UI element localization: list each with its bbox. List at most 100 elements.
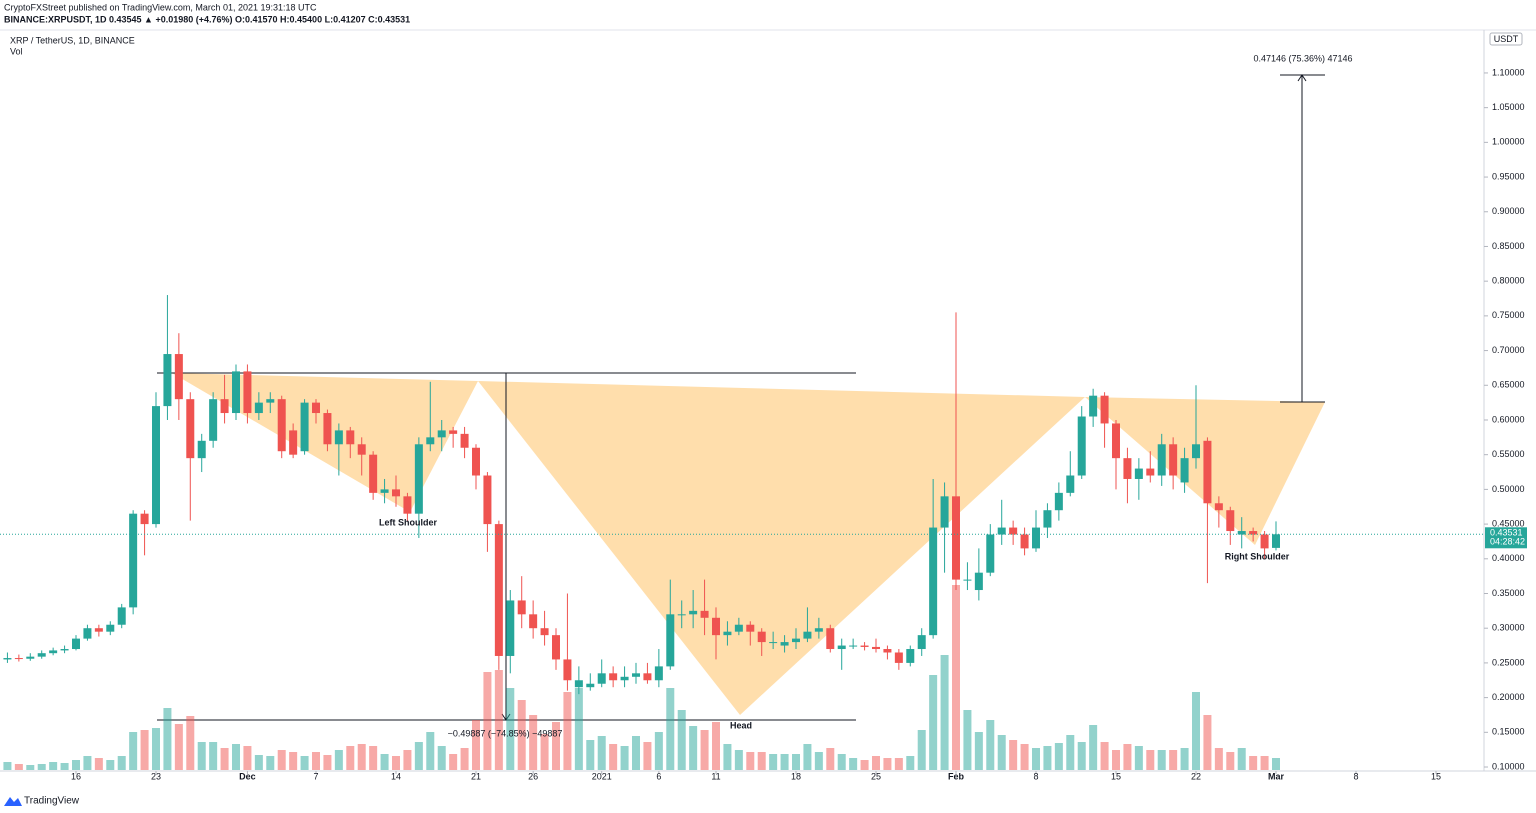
candle-body <box>232 371 240 414</box>
volume-bar <box>460 748 469 770</box>
volume-bar <box>1237 748 1246 770</box>
candle-body <box>1032 527 1040 549</box>
volume-bar <box>243 746 252 770</box>
volume-bar <box>1180 748 1189 770</box>
candle-body <box>346 430 355 445</box>
candle-body <box>449 430 458 434</box>
volume-bar <box>1157 750 1166 770</box>
y-tick-label: 0.40000 <box>1492 553 1525 563</box>
right-shoulder-label: Right Shoulder <box>1225 551 1290 561</box>
volume-bar <box>449 754 458 770</box>
volume-bar <box>129 732 138 770</box>
volume-bar <box>1066 735 1075 770</box>
y-tick-label: 0.85000 <box>1492 241 1525 251</box>
volume-bar <box>37 764 46 770</box>
candle-body <box>37 653 46 657</box>
candle-body <box>860 645 869 647</box>
y-tick-label: 0.45000 <box>1492 518 1525 528</box>
volume-bar <box>826 748 835 770</box>
candle-body <box>1054 492 1063 511</box>
candle-body <box>712 617 720 636</box>
left-shoulder-label: Left Shoulder <box>379 517 437 527</box>
x-tick-label: Mar <box>1268 771 1285 781</box>
candle-body <box>437 430 446 438</box>
volume-bar <box>620 746 629 770</box>
volume-bar <box>917 730 926 770</box>
candle-body <box>426 437 435 445</box>
candle-body <box>323 413 332 445</box>
candle-body <box>186 399 195 459</box>
volume-bar <box>506 688 515 770</box>
candle-body <box>1237 531 1246 535</box>
candle-body <box>1020 534 1029 549</box>
volume-bar <box>3 762 12 770</box>
volume-bar <box>849 758 858 770</box>
volume-bar <box>952 585 960 770</box>
volume-bar <box>1260 756 1269 770</box>
candle-body <box>1112 423 1120 459</box>
volume-bar <box>323 755 332 770</box>
volume-bar <box>163 708 172 770</box>
candle-body <box>540 628 549 636</box>
y-tick-label: 1.10000 <box>1492 67 1525 77</box>
volume-bar <box>1134 746 1143 770</box>
volume-bar <box>552 722 560 770</box>
volume-bar <box>380 754 389 770</box>
candle-body <box>277 399 286 452</box>
candle-body <box>906 649 915 663</box>
volume-bar <box>1192 692 1200 770</box>
volume-bar <box>814 752 823 770</box>
x-tick-label: 8 <box>1353 771 1358 781</box>
x-tick-label: Dec <box>239 771 256 781</box>
candle-body <box>14 658 23 660</box>
y-tick-label: 0.55000 <box>1492 449 1525 459</box>
volume-bar <box>1089 725 1098 770</box>
head-label: Head <box>730 720 752 730</box>
candle-body <box>197 440 206 459</box>
volume-bar <box>369 746 378 770</box>
candle-body <box>609 673 618 681</box>
candle-body <box>872 646 880 650</box>
candle-body <box>254 402 263 414</box>
y-tick-label: 0.15000 <box>1492 727 1525 737</box>
candle-body <box>1077 416 1086 476</box>
volume-bar <box>60 763 69 770</box>
y-tick-label: 1.05000 <box>1492 102 1525 112</box>
candle-body <box>689 610 698 615</box>
candle-body <box>369 454 378 493</box>
volume-bar <box>392 756 400 770</box>
candle-body <box>163 354 172 407</box>
volume-bar <box>689 726 698 770</box>
candle-body <box>529 614 538 629</box>
last-price-label: 0.43531 <box>1490 528 1523 538</box>
volume-bar <box>517 700 526 770</box>
x-tick-label: 6 <box>656 771 661 781</box>
candle-body <box>209 399 218 441</box>
y-tick-label: 0.30000 <box>1492 623 1525 633</box>
volume-bar <box>940 655 949 770</box>
volume-bar <box>174 724 183 770</box>
logo[interactable]: TradingView <box>4 796 80 807</box>
volume-bar <box>803 744 812 770</box>
x-tick-label: 11 <box>711 771 720 781</box>
volume-bar <box>483 672 492 770</box>
candle-body <box>334 430 343 445</box>
volume-bar <box>1226 752 1235 770</box>
volume-bar <box>49 762 58 770</box>
symbol-line: BINANCE:XRPUSDT, 1D 0.43545 ▲ +0.01980 (… <box>4 14 410 24</box>
volume-bar <box>1032 748 1040 770</box>
x-tick-label: 14 <box>391 771 401 781</box>
chart-subtitle: Vol <box>10 46 23 56</box>
chart-title: XRP / TetherUS, 1D, BINANCE <box>10 35 135 45</box>
candle-body <box>117 607 126 625</box>
candle-body <box>952 496 960 580</box>
y-tick-label: 0.65000 <box>1492 380 1525 390</box>
currency-box[interactable] <box>1489 32 1523 46</box>
x-tick-label: 15 <box>1431 771 1441 781</box>
candle-body <box>414 444 423 514</box>
candle-body <box>460 433 469 448</box>
candle-body <box>917 635 926 650</box>
candle-body <box>243 371 252 414</box>
volume-bar <box>94 758 103 770</box>
